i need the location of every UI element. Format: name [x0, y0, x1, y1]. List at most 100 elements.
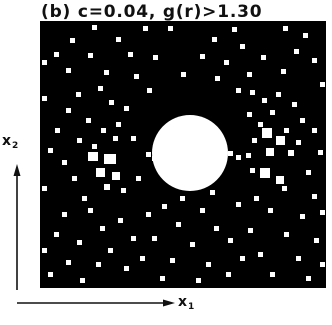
lattice-cell [276, 136, 285, 145]
lattice-cell [104, 184, 110, 190]
lattice-cell [176, 222, 181, 227]
lattice-cell [281, 69, 286, 74]
lattice-cell [136, 176, 141, 181]
lattice-cell [258, 252, 263, 257]
lattice-cell [320, 82, 325, 87]
lattice-cell [288, 150, 294, 156]
lattice-cell [303, 33, 308, 38]
lattice-cell [62, 160, 67, 165]
lattice-cell [314, 238, 319, 243]
lattice-cell [128, 52, 133, 57]
lattice-cell [113, 136, 118, 141]
lattice-cell [200, 54, 205, 59]
lattice-cell [200, 208, 205, 213]
lattice-cell [88, 152, 98, 161]
lattice-cell [143, 26, 148, 31]
lattice-cell [252, 138, 257, 143]
lattice-cell [104, 154, 116, 164]
lattice-cell [261, 55, 266, 60]
lattice-cell [292, 102, 297, 107]
lattice-cell [212, 37, 217, 42]
lattice-cell [240, 44, 245, 49]
lattice-cell [284, 128, 289, 133]
lattice-cell [254, 196, 259, 201]
lattice-cell [82, 196, 87, 201]
lattice-cell [140, 256, 145, 261]
lattice-cell [48, 148, 53, 153]
lattice-cell [180, 196, 185, 201]
lattice-cell [170, 258, 175, 263]
lattice-cell [66, 108, 71, 113]
lattice-cell [236, 88, 241, 93]
lattice-cell [224, 60, 229, 65]
lattice-cell [116, 37, 121, 42]
x1-axis-label: x1 [178, 294, 195, 312]
lattice-cell [260, 168, 270, 178]
lattice-cell [124, 106, 129, 111]
lattice-cell [312, 128, 317, 133]
lattice-cell [312, 58, 317, 63]
lattice-cell [250, 90, 255, 95]
lattice-cell [98, 86, 103, 91]
x2-axis-arrow-icon [13, 164, 21, 176]
lattice-cell [247, 112, 252, 117]
lattice-cell [55, 128, 60, 133]
lattice-cell [284, 232, 289, 237]
lattice-cell [42, 96, 47, 101]
lattice-cell [270, 272, 275, 277]
lattice-cell [86, 118, 91, 123]
lattice-cell [296, 140, 301, 145]
lattice-cell [296, 256, 301, 261]
lattice-cell [250, 168, 255, 173]
lattice-cell [62, 212, 67, 217]
lattice-cell [104, 70, 109, 75]
lattice-cell [312, 194, 317, 199]
lattice-cell [42, 186, 47, 191]
lattice-cell [54, 52, 59, 57]
lattice-cell [88, 208, 93, 213]
central-disk [152, 115, 228, 191]
lattice-cell [70, 38, 75, 43]
lattice-cell [100, 226, 105, 231]
lattice-cell [226, 272, 231, 277]
lattice-cell [124, 266, 129, 271]
lattice-cell [248, 228, 253, 233]
lattice-cell [268, 208, 273, 213]
lattice-cell [258, 122, 263, 127]
lattice-cell [108, 248, 113, 253]
lattice-cell [190, 242, 195, 247]
lattice-cell [92, 144, 97, 149]
lattice-cell [294, 49, 299, 54]
lattice-cell [96, 168, 105, 177]
lattice-cell [228, 238, 233, 243]
lattice-cell [160, 276, 165, 281]
lattice-cell [146, 212, 151, 217]
lattice-cell [131, 136, 136, 141]
lattice-cell [54, 232, 59, 237]
lattice-cell [181, 72, 186, 77]
lattice-cell [42, 60, 47, 65]
figure-caption: (b) c=0.04, g(r)>1.30 [41, 2, 263, 22]
lattice-cell [236, 202, 241, 207]
lattice-cell [247, 72, 252, 77]
lattice-cell [240, 256, 245, 261]
lattice-cell [246, 153, 251, 158]
lattice-cell [320, 210, 325, 215]
cell-cluster-group [42, 25, 325, 283]
lattice-cell [232, 27, 237, 32]
x1-axis-arrow-icon [163, 299, 175, 307]
lattice-cell [147, 88, 152, 93]
lattice-cell [306, 276, 311, 281]
lattice-cell [109, 100, 114, 105]
lattice-cell [300, 214, 305, 219]
lattice-cell [282, 186, 287, 191]
lattice-cell [118, 218, 123, 223]
lattice-cell [42, 248, 47, 253]
lattice-cell [101, 128, 106, 133]
lattice-cell [77, 138, 82, 143]
lattice-cell [214, 226, 219, 231]
lattice-cell [276, 92, 281, 97]
lattice-cell [320, 262, 325, 267]
lattice-cell [66, 260, 71, 265]
